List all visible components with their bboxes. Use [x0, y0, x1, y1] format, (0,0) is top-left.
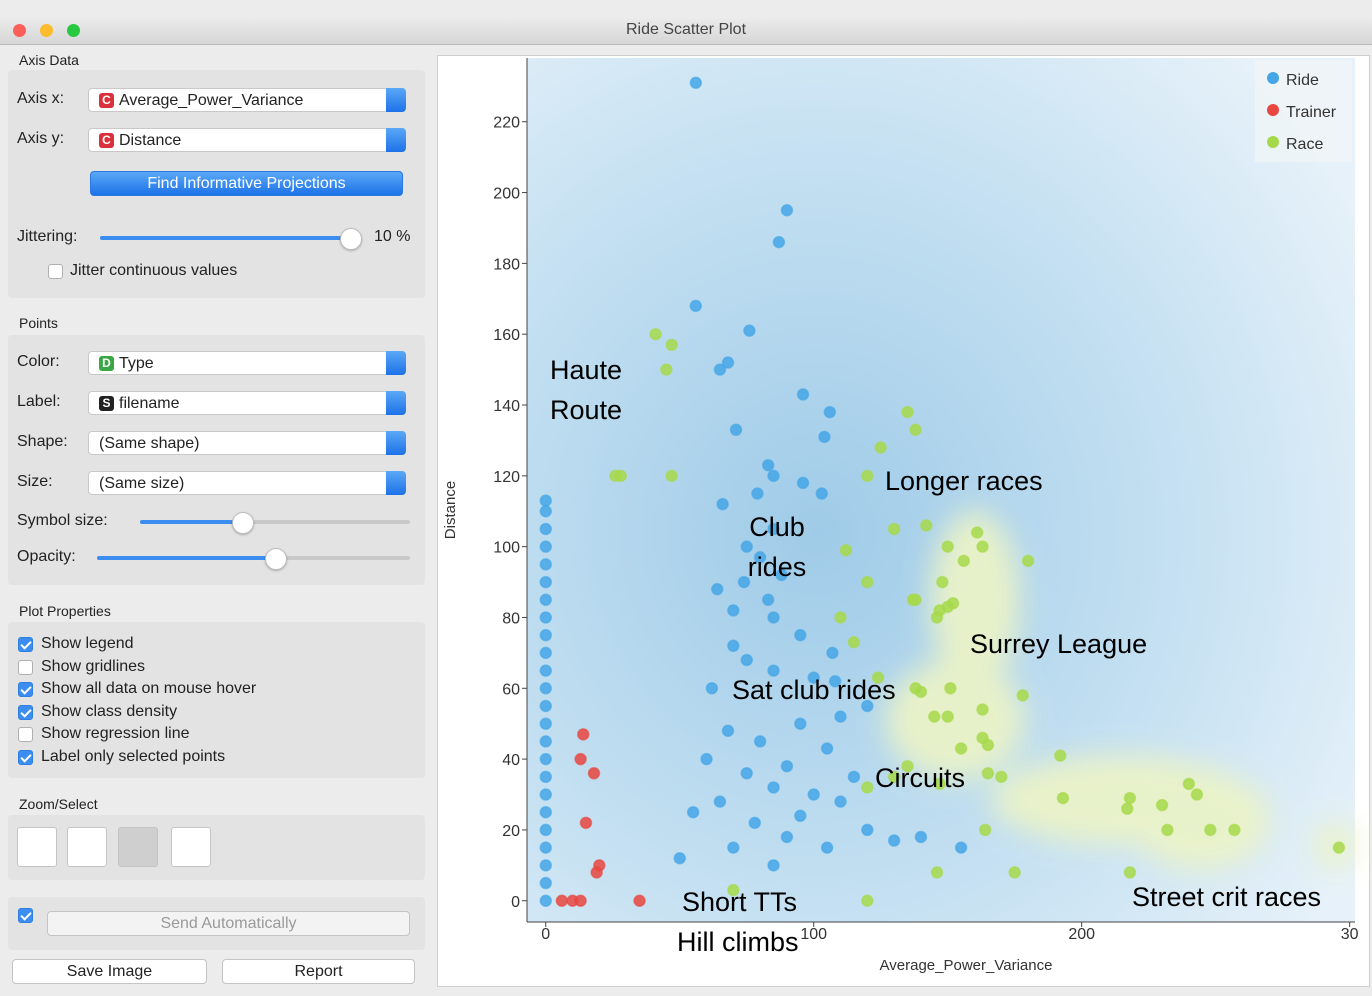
slider-knob[interactable]: [340, 228, 362, 250]
slider-fill: [100, 236, 350, 240]
dropdown[interactable]: (Same shape): [88, 431, 406, 455]
annotation: Circuits: [875, 763, 966, 793]
dropdown-value: filename: [119, 395, 180, 412]
jitter-value: 10 %: [374, 228, 411, 245]
dropdown-arrow: [386, 128, 406, 152]
checkbox-label: Jitter continuous values: [70, 262, 238, 279]
type-icon: C: [99, 93, 114, 108]
checkbox[interactable]: [18, 659, 33, 675]
slider-track: [140, 520, 410, 524]
annotation: Street crit races: [1132, 882, 1322, 912]
dropdown-arrow: [386, 471, 406, 495]
field-label: Axis x:: [17, 90, 65, 107]
checkbox-label: Show gridlines: [41, 657, 146, 675]
dropdown-value: Average_Power_Variance: [119, 92, 304, 109]
annotation: Club rides: [747, 512, 807, 582]
title-bar: [0, 18, 1372, 45]
annotation: Surrey League: [970, 629, 1148, 659]
dropdown-value: (Same shape): [99, 435, 200, 452]
find-projections-button[interactable]: Find Informative Projections: [90, 171, 403, 196]
annotation: Short TTs: [682, 887, 798, 917]
annotation: Sat club rides: [732, 675, 896, 705]
dropdown[interactable]: D Type: [88, 351, 406, 375]
type-icon: S: [99, 396, 114, 411]
checkbox[interactable]: [18, 637, 33, 652]
checkbox-label: Show all data on mouse hover: [41, 680, 257, 698]
checkbox[interactable]: [18, 727, 33, 743]
pan-tool[interactable]: [67, 827, 107, 867]
slider-knob[interactable]: [265, 548, 287, 570]
section-heading: Plot Properties: [19, 603, 111, 619]
plot-frame: [437, 55, 1370, 987]
send-button[interactable]: Send Automatically: [47, 911, 410, 936]
checkbox[interactable]: [48, 264, 63, 279]
dropdown-value: Type: [119, 355, 154, 372]
group-box: [8, 622, 425, 778]
field-label: Color:: [17, 353, 60, 370]
zoom-tool[interactable]: [118, 827, 158, 867]
checkbox[interactable]: [18, 908, 33, 923]
checkbox[interactable]: [18, 750, 33, 765]
field-label: Shape:: [17, 433, 68, 450]
zoom-button[interactable]: [67, 24, 80, 37]
dropdown-arrow: [386, 351, 406, 375]
checkbox[interactable]: [18, 704, 33, 720]
dropdown-arrow: [386, 431, 406, 455]
dropdown-value: (Same size): [99, 475, 185, 492]
minimize-button[interactable]: [40, 24, 53, 37]
field-label: Label:: [17, 393, 61, 410]
type-icon: D: [99, 356, 114, 371]
type-icon: C: [99, 133, 114, 148]
section-heading: Points: [19, 315, 58, 331]
section-heading: Zoom/Select: [19, 796, 98, 812]
dropdown-value: Distance: [119, 132, 182, 149]
section-heading: Axis Data: [19, 52, 79, 68]
jitter-label: Jittering:: [17, 228, 78, 245]
dropdown-arrow: [386, 391, 406, 415]
report-button[interactable]: Report: [222, 959, 415, 984]
checkbox-label: Show class density: [41, 702, 178, 720]
save-image-button[interactable]: Save Image: [12, 959, 207, 984]
annotation: Longer races: [885, 466, 1043, 496]
slider-knob[interactable]: [232, 512, 254, 534]
checkbox[interactable]: [18, 682, 33, 698]
dropdown[interactable]: (Same size): [88, 471, 406, 495]
field-label: Size:: [17, 473, 53, 490]
field-label: Axis y:: [17, 130, 65, 147]
window-title: Ride Scatter Plot: [625, 21, 747, 38]
checkbox-label: Show regression line: [41, 725, 190, 743]
checkbox-label: Show legend: [41, 635, 134, 652]
slider-fill: [140, 520, 242, 524]
dropdown-arrow: [386, 88, 406, 112]
group-box: [8, 335, 425, 585]
select-tool[interactable]: [17, 827, 57, 867]
dropdown[interactable]: C Distance: [88, 128, 406, 152]
annotation: Hill climbs: [677, 927, 799, 957]
dropdown[interactable]: C Average_Power_Variance: [88, 88, 406, 112]
close-button[interactable]: [13, 24, 26, 37]
checkbox-label: Label only selected points: [41, 748, 226, 765]
reset-zoom-tool[interactable]: [171, 827, 211, 867]
slider-fill: [97, 556, 275, 560]
annotation: Haute Route: [550, 355, 623, 425]
opacity-label: Opacity:: [17, 548, 76, 565]
symbol-size-label: Symbol size:: [17, 512, 108, 529]
